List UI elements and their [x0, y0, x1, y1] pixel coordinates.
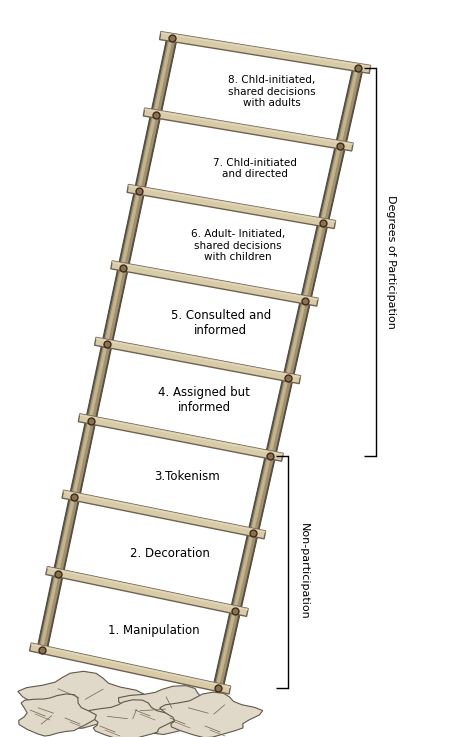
Polygon shape [213, 67, 363, 689]
Text: Non-participation: Non-participation [299, 523, 309, 620]
Polygon shape [127, 184, 336, 228]
Polygon shape [78, 413, 283, 461]
Polygon shape [31, 643, 231, 688]
Text: 2. Decoration: 2. Decoration [130, 547, 210, 560]
Polygon shape [39, 38, 173, 650]
Polygon shape [118, 685, 229, 735]
Polygon shape [18, 671, 144, 728]
Polygon shape [46, 567, 248, 616]
Text: 8. Chld-initiated,
shared decisions
with adults: 8. Chld-initiated, shared decisions with… [228, 75, 315, 108]
Text: 7. Chld-initiated
and directed: 7. Chld-initiated and directed [213, 158, 297, 179]
Text: 5. Consulted and
informed: 5. Consulted and informed [171, 309, 271, 337]
Polygon shape [143, 108, 353, 151]
Polygon shape [19, 694, 96, 736]
Polygon shape [128, 184, 336, 223]
Polygon shape [144, 108, 353, 145]
Text: 1. Manipulation: 1. Manipulation [108, 624, 199, 637]
Text: 4. Assigned but
informed: 4. Assigned but informed [158, 385, 250, 413]
Polygon shape [111, 261, 318, 306]
Polygon shape [160, 32, 371, 74]
Polygon shape [29, 643, 231, 694]
Polygon shape [62, 490, 265, 539]
Text: Degrees of Participation: Degrees of Participation [386, 195, 396, 329]
Polygon shape [216, 68, 359, 688]
Polygon shape [80, 413, 283, 455]
Polygon shape [37, 37, 176, 651]
Polygon shape [40, 38, 173, 650]
Polygon shape [87, 699, 176, 737]
Polygon shape [47, 567, 248, 610]
Polygon shape [96, 338, 301, 378]
Polygon shape [112, 261, 318, 300]
Polygon shape [161, 32, 371, 68]
Text: 6. Adult- Initiated,
shared decisions
with children: 6. Adult- Initiated, shared decisions wi… [191, 229, 285, 262]
Polygon shape [216, 68, 359, 688]
Text: 3.Tokenism: 3.Tokenism [155, 470, 220, 483]
Polygon shape [37, 37, 177, 651]
Polygon shape [160, 692, 263, 737]
Polygon shape [94, 338, 301, 384]
Polygon shape [214, 67, 363, 689]
Polygon shape [63, 490, 265, 533]
